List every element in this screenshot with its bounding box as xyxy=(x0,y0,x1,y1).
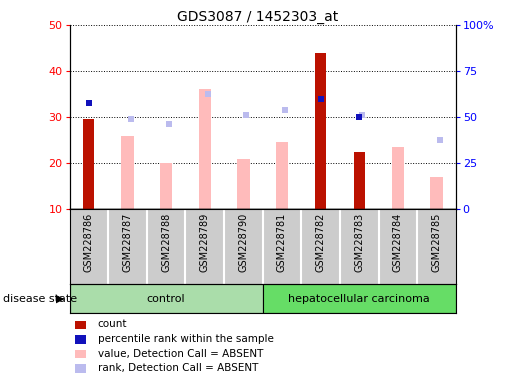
Bar xyxy=(83,119,94,209)
Bar xyxy=(70,284,263,313)
Bar xyxy=(122,136,134,209)
Text: GSM228785: GSM228785 xyxy=(432,213,441,272)
Text: ▶: ▶ xyxy=(56,293,64,304)
Text: disease state: disease state xyxy=(3,293,77,304)
Text: count: count xyxy=(98,319,127,329)
Text: GSM228784: GSM228784 xyxy=(393,213,403,272)
Bar xyxy=(354,152,365,209)
Text: GSM228783: GSM228783 xyxy=(354,213,364,272)
Text: value, Detection Call = ABSENT: value, Detection Call = ABSENT xyxy=(98,349,263,359)
Text: rank, Detection Call = ABSENT: rank, Detection Call = ABSENT xyxy=(98,363,258,373)
Bar xyxy=(276,142,288,209)
Bar xyxy=(263,284,456,313)
Bar xyxy=(237,159,249,209)
Text: percentile rank within the sample: percentile rank within the sample xyxy=(98,334,274,344)
Bar xyxy=(392,147,404,209)
Bar xyxy=(431,177,443,209)
Text: GSM228788: GSM228788 xyxy=(161,213,171,272)
Text: GSM228789: GSM228789 xyxy=(200,213,210,272)
Text: GDS3087 / 1452303_at: GDS3087 / 1452303_at xyxy=(177,10,338,23)
Text: GSM228787: GSM228787 xyxy=(123,213,132,272)
Text: GSM228782: GSM228782 xyxy=(316,213,325,272)
Bar xyxy=(160,163,173,209)
Text: GSM228781: GSM228781 xyxy=(277,213,287,272)
Text: GSM228790: GSM228790 xyxy=(238,213,248,272)
Text: GSM228786: GSM228786 xyxy=(84,213,94,272)
Text: hepatocellular carcinoma: hepatocellular carcinoma xyxy=(288,293,430,304)
Bar xyxy=(199,89,211,209)
Bar xyxy=(315,53,326,209)
Text: control: control xyxy=(147,293,185,304)
